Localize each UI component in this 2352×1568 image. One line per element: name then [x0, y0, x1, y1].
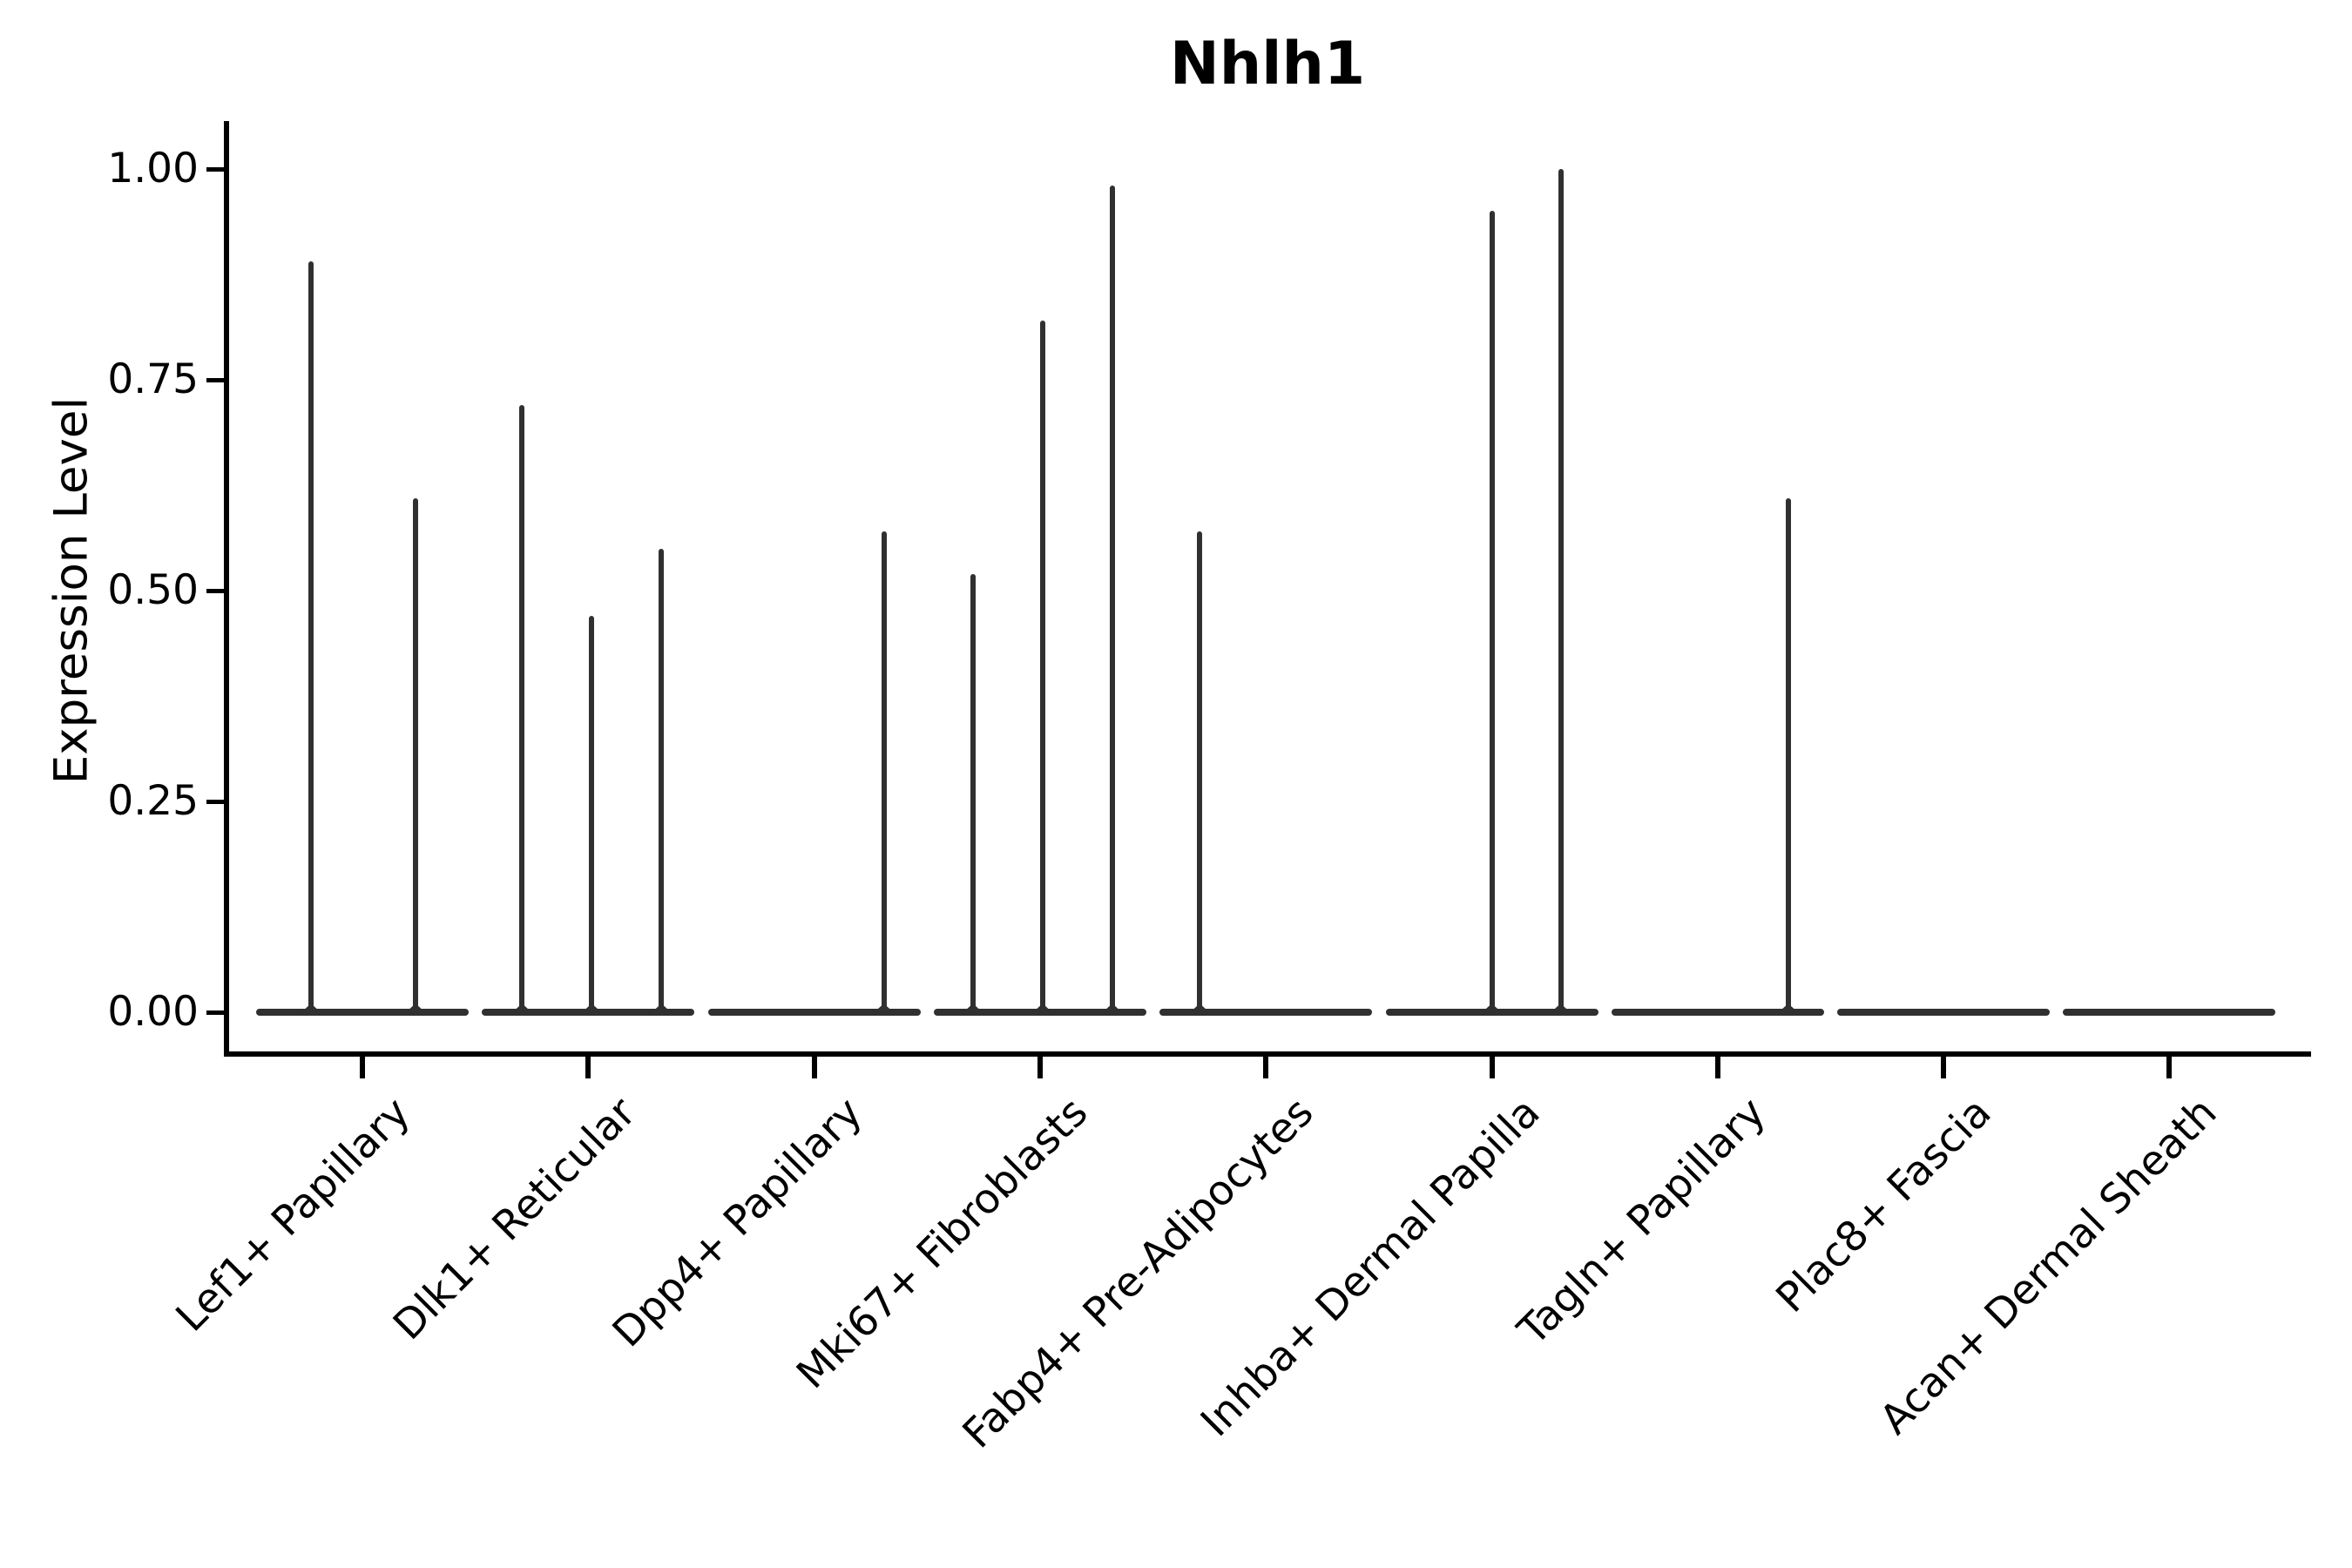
- violin-spike: [1778, 497, 1798, 1012]
- violin-spike: [1102, 186, 1122, 1012]
- violin-spike: [406, 497, 425, 1012]
- x-axis-category-label: Mki67+ Fibroblasts: [787, 1088, 1098, 1398]
- violin-baseline: [933, 1009, 1146, 1016]
- violin-spike: [652, 548, 672, 1012]
- violin-baseline: [1159, 1009, 1373, 1016]
- violin-spike: [301, 261, 321, 1012]
- y-tick-label: 0.50: [107, 566, 199, 614]
- x-axis-category-label: Fabp4+ Pre-Adipocytes: [953, 1088, 1323, 1458]
- y-tick-label: 1.00: [107, 145, 199, 193]
- violin-baseline: [256, 1009, 469, 1016]
- x-axis-category-label: Inhba+ Dermal Papilla: [1191, 1088, 1549, 1447]
- spike-flare-icon: [301, 1003, 321, 1012]
- spike-flare-icon: [1778, 1003, 1798, 1012]
- x-tick-mark: [2166, 1057, 2173, 1078]
- x-axis-category-label: Acan+ Dermal Sheath: [1870, 1088, 2227, 1444]
- x-axis-category-label: Dlk1+ Reticular: [384, 1088, 645, 1350]
- spike-flare-icon: [1482, 1003, 1502, 1012]
- x-axis-category-label: Dpp4+ Papillary: [603, 1088, 872, 1357]
- y-tick-label: 0.25: [107, 777, 199, 825]
- violin-baseline: [1385, 1009, 1598, 1016]
- spike-flare-icon: [1032, 1003, 1052, 1012]
- spike-flare-icon: [652, 1003, 672, 1012]
- y-tick-mark: [206, 1010, 226, 1015]
- x-tick-mark: [360, 1057, 365, 1078]
- chart-title: Nhlh1: [1169, 30, 1366, 98]
- y-axis-spine: [224, 121, 229, 1057]
- violin-spike: [963, 573, 983, 1012]
- violin-spike: [512, 405, 532, 1012]
- x-tick-mark: [585, 1057, 591, 1078]
- violin-baseline: [1611, 1009, 1824, 1016]
- violin-spike: [582, 616, 602, 1012]
- x-tick-mark: [1037, 1057, 1043, 1078]
- y-tick-mark: [206, 378, 226, 382]
- violin-baseline: [2063, 1009, 2276, 1016]
- y-tick-mark: [206, 167, 226, 172]
- violin-baseline: [482, 1009, 695, 1016]
- x-tick-mark: [1941, 1057, 1947, 1078]
- x-axis-category-label: Plac8+ Fascia: [1767, 1088, 2001, 1322]
- spike-flare-icon: [963, 1003, 983, 1012]
- spike-flare-icon: [874, 1003, 894, 1012]
- x-tick-mark: [1714, 1057, 1720, 1078]
- violin-spike: [1551, 169, 1571, 1012]
- violin-spike: [1190, 531, 1210, 1012]
- spike-flare-icon: [1551, 1004, 1571, 1012]
- y-tick-mark: [206, 589, 226, 593]
- y-tick-label: 0.75: [107, 355, 199, 403]
- x-tick-mark: [1489, 1057, 1495, 1078]
- x-axis-spine: [224, 1051, 2311, 1057]
- spike-flare-icon: [582, 1003, 602, 1012]
- violin-baseline: [1837, 1009, 2051, 1016]
- x-axis-category-label: Lef1+ Papillary: [166, 1088, 420, 1342]
- x-axis-category-label: Tagln+ Papillary: [1509, 1088, 1775, 1355]
- spike-flare-icon: [1190, 1003, 1210, 1012]
- violin-spike: [1032, 321, 1052, 1012]
- spike-flare-icon: [1102, 1003, 1122, 1012]
- violin-spike: [1482, 211, 1502, 1012]
- y-tick-label: 0.00: [107, 988, 199, 1036]
- spike-flare-icon: [512, 1003, 532, 1012]
- y-tick-mark: [206, 800, 226, 804]
- violin-spike: [874, 531, 894, 1012]
- x-tick-mark: [811, 1057, 817, 1078]
- violin-baseline: [707, 1009, 921, 1016]
- spike-flare-icon: [406, 1003, 425, 1012]
- x-tick-mark: [1263, 1057, 1269, 1078]
